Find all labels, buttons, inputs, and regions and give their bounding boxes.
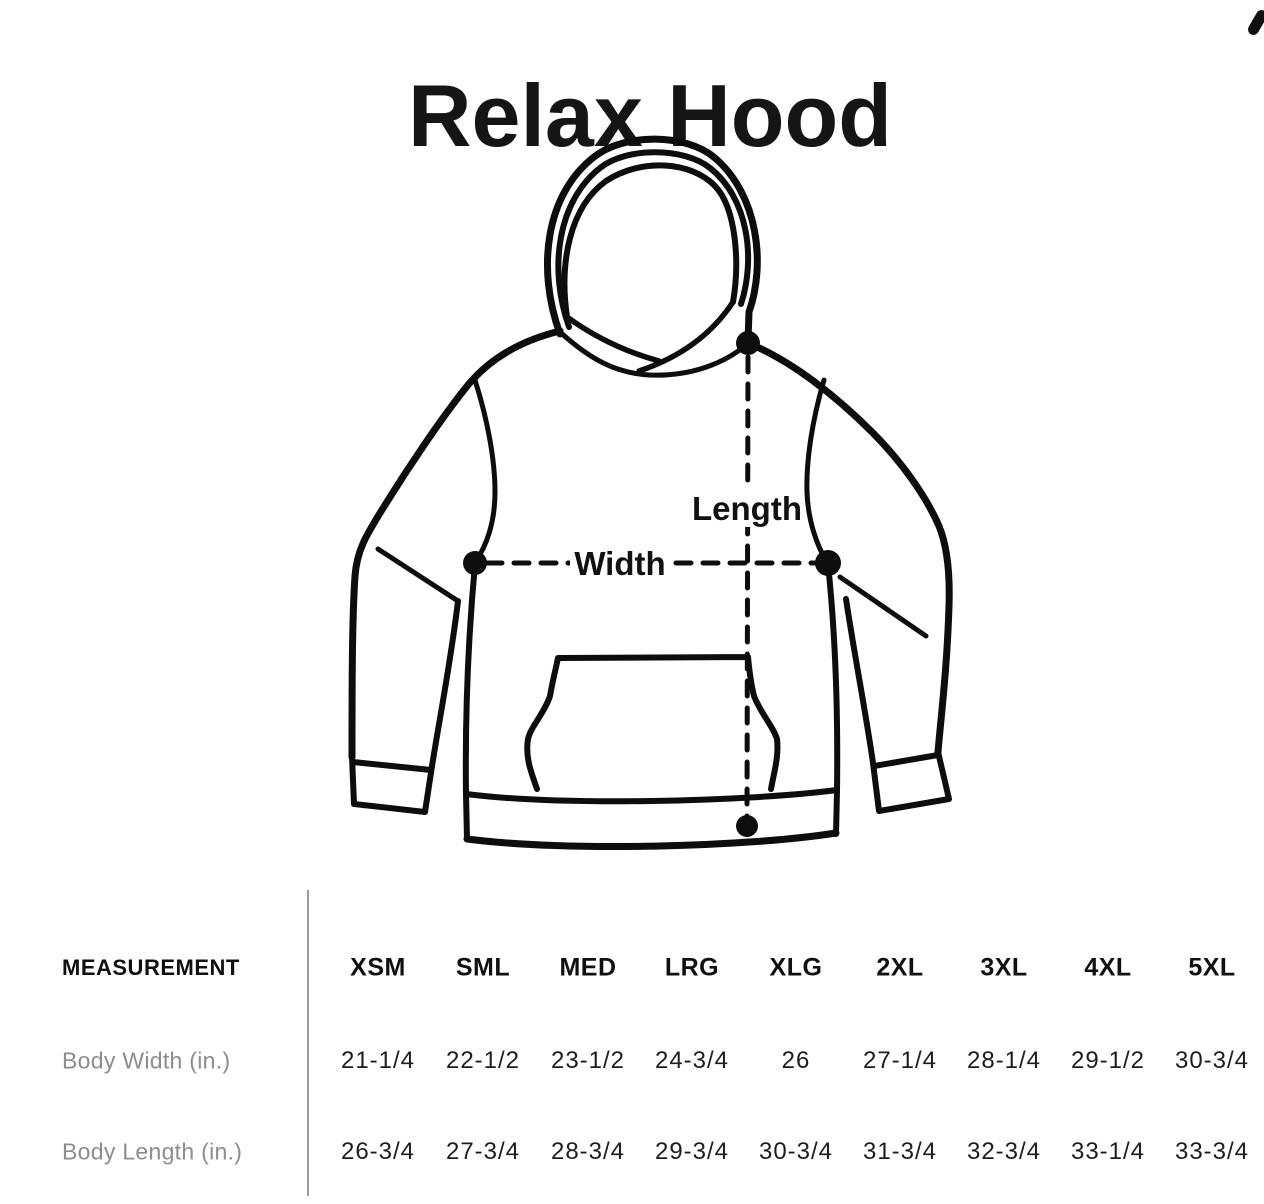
size-value-cell: 29-1/2 <box>1070 1047 1146 1074</box>
length-measure-line <box>744 354 751 819</box>
length-label-backdrop <box>694 489 800 527</box>
width-left-dot <box>463 551 487 575</box>
size-value-cell: 33-3/4 <box>1174 1138 1250 1165</box>
left-sleeve-inner-edge <box>429 598 461 769</box>
length-bottom-dot <box>736 815 758 837</box>
page-title: Relax Hood <box>407 65 893 165</box>
size-value-cell: 26-3/4 <box>340 1138 416 1165</box>
size-value-cell: 28-3/4 <box>550 1138 626 1165</box>
width-right-dot <box>815 550 841 576</box>
size-value-cell: 26 <box>781 1047 811 1074</box>
size-value-cell: 24-3/4 <box>654 1047 730 1074</box>
size-value-cell: 28-1/4 <box>966 1047 1042 1074</box>
size-value-cell: 21-1/4 <box>340 1047 416 1074</box>
hood-left-flap <box>564 314 662 364</box>
table-divider-line <box>307 890 309 1196</box>
left-underarm-fold <box>375 546 461 604</box>
body-right-seam <box>825 561 841 837</box>
measurement-column-header: MEASUREMENT <box>62 955 240 980</box>
size-value-cell: 29-3/4 <box>654 1138 730 1165</box>
size-value-cell: 32-3/4 <box>966 1138 1042 1165</box>
size-value-cell: 27-3/4 <box>445 1138 521 1165</box>
size-header-cell: XLG <box>769 953 823 982</box>
hood-face-opening <box>561 162 740 320</box>
neckline <box>557 329 749 378</box>
size-header-cell: 4XL <box>1084 953 1132 982</box>
hem-band-top <box>463 787 840 805</box>
row-label-body-length: Body Length (in.) <box>62 1138 243 1165</box>
size-header-cell: MED <box>559 953 617 982</box>
left-shoulder-sleeve-outline <box>348 327 564 761</box>
row-label-body-width: Body Width (in.) <box>62 1047 231 1074</box>
kangaroo-pocket <box>524 654 781 792</box>
hoodie-diagram: Width Length <box>330 120 980 865</box>
left-armhole-seam <box>471 374 498 565</box>
right-armhole-seam <box>804 377 830 565</box>
size-header-cell: 5XL <box>1188 953 1236 982</box>
length-top-dot <box>736 331 760 355</box>
left-cuff <box>349 754 435 815</box>
size-value-cell: 31-3/4 <box>862 1138 938 1165</box>
hem-band-bottom <box>463 829 840 851</box>
hoodie-line-art: Width Length <box>348 135 953 851</box>
size-value-cell: 22-1/2 <box>445 1047 521 1074</box>
width-label: Width <box>574 545 665 582</box>
hood-right-flap <box>636 299 736 374</box>
right-shoulder-sleeve-outline <box>744 339 953 756</box>
size-value-cell: 23-1/2 <box>550 1047 626 1074</box>
body-left-seam <box>462 561 478 842</box>
size-header-cell: LRG <box>664 953 720 982</box>
corner-pen-mark <box>1245 8 1264 37</box>
hood-outline <box>543 135 761 345</box>
size-value-cell: 30-3/4 <box>758 1138 834 1165</box>
width-label-backdrop <box>570 544 670 582</box>
size-value-cell: 30-3/4 <box>1174 1047 1250 1074</box>
hood-inner-line <box>555 149 752 330</box>
length-label: Length <box>692 490 802 527</box>
right-underarm-fold <box>837 574 929 639</box>
size-header-cell: SML <box>455 953 511 982</box>
size-value-cell: 33-1/4 <box>1070 1138 1146 1165</box>
right-cuff <box>870 749 952 814</box>
size-header-cell: 3XL <box>980 953 1028 982</box>
size-header-cell: 2XL <box>876 953 924 982</box>
right-sleeve-inner-edge <box>843 596 876 766</box>
size-header-cell: XSM <box>350 953 406 982</box>
size-value-cell: 27-1/4 <box>862 1047 938 1074</box>
